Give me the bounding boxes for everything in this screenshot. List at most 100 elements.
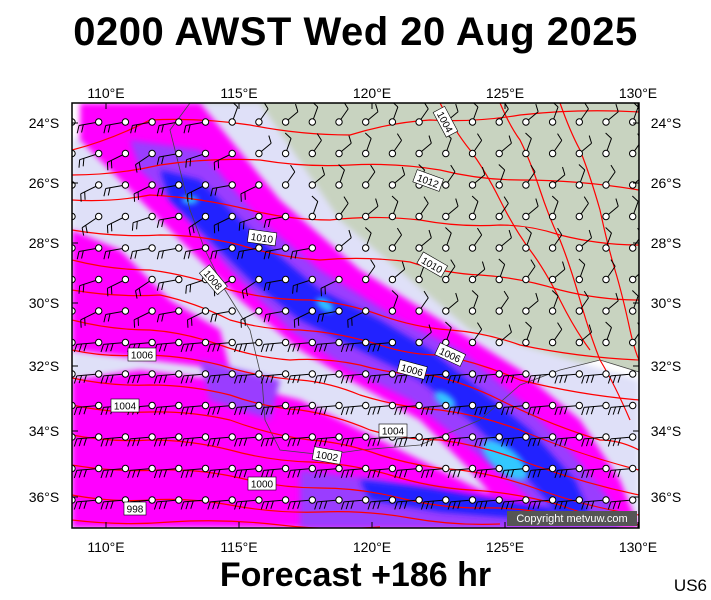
- wind-station: [474, 464, 503, 479]
- station-dot: [442, 496, 450, 504]
- station-dot: [442, 149, 450, 158]
- station-dot: [281, 464, 290, 473]
- wind-station: [156, 244, 183, 260]
- wind-station: [442, 164, 456, 189]
- wind-station: [317, 307, 343, 323]
- lat-label-left: 24°S: [29, 115, 60, 131]
- wind-station: [581, 496, 610, 510]
- wind-station: [394, 433, 423, 447]
- station-dot: [362, 433, 370, 441]
- station-dot: [335, 464, 343, 473]
- station-dot: [175, 464, 183, 473]
- lat-label-left: 30°S: [29, 295, 60, 311]
- station-dot: [415, 464, 423, 473]
- station-dot: [602, 433, 610, 441]
- station-dot: [228, 401, 236, 410]
- station-dot: [255, 338, 263, 347]
- wind-station: [388, 103, 399, 126]
- wind-station: [100, 370, 130, 384]
- wind-station: [255, 135, 272, 158]
- isobar-line: [72, 158, 639, 191]
- station-dot: [281, 118, 290, 126]
- station-dot: [602, 370, 610, 378]
- wind-station: [156, 307, 183, 323]
- wind-station: [468, 133, 483, 158]
- station-dot: [121, 149, 130, 158]
- station-dot: [308, 401, 316, 410]
- wind-station: [527, 433, 557, 447]
- station-dot: [442, 401, 450, 410]
- rain-blue: [160, 170, 590, 520]
- station-dot: [148, 244, 156, 252]
- wind-station: [153, 401, 183, 416]
- wind-station: [602, 227, 612, 252]
- axes: 110°E 115°E 120°E 125°E 130°E 110°E 115°…: [29, 85, 682, 555]
- station-dot: [148, 307, 156, 315]
- station-dot: [548, 212, 557, 221]
- wind-station: [468, 103, 479, 126]
- station-dot: [281, 149, 290, 158]
- wind-station: [73, 401, 103, 416]
- station-dot: [522, 370, 530, 378]
- wind-station: [629, 195, 639, 221]
- wind-station: [394, 496, 423, 510]
- station-dot: [175, 370, 183, 378]
- station-dot: [522, 338, 530, 347]
- station-dot: [629, 212, 637, 221]
- station-dot: [468, 181, 477, 189]
- wind-station: [287, 401, 316, 416]
- station-dot: [121, 464, 130, 473]
- wind-station: [207, 338, 236, 353]
- station-dot: [255, 433, 263, 441]
- station-dot: [629, 433, 637, 441]
- wind-station: [287, 433, 316, 447]
- station-dot: [468, 307, 477, 315]
- station-dot: [228, 370, 236, 378]
- wind-station: [290, 244, 316, 260]
- station-dot: [228, 181, 236, 189]
- wind-station: [260, 464, 290, 479]
- wind-station: [156, 149, 183, 165]
- station-dot: [175, 401, 183, 410]
- wind-station: [153, 370, 183, 384]
- station-dot: [468, 244, 477, 252]
- station-dot: [121, 212, 130, 221]
- wind-station: [127, 433, 156, 447]
- wind-station: [335, 229, 352, 252]
- isobar-label: 1004: [110, 398, 140, 413]
- lat-label-right: 28°S: [651, 235, 682, 251]
- station-dot: [629, 307, 637, 315]
- lon-label-top: 130°E: [619, 85, 657, 101]
- station-dot: [495, 118, 503, 126]
- lon-label-bottom: 110°E: [87, 539, 124, 555]
- station-dot: [95, 338, 103, 347]
- wind-station: [81, 212, 103, 236]
- wind-station: [420, 433, 450, 447]
- station-dot: [522, 433, 530, 441]
- station-dot: [255, 181, 263, 189]
- wind-station: [575, 103, 589, 126]
- station-dot: [308, 275, 316, 284]
- wind-station: [522, 259, 536, 284]
- wind-station: [447, 433, 477, 447]
- wind-station: [581, 464, 610, 479]
- station-dot: [175, 338, 183, 347]
- wind-station: [388, 290, 399, 315]
- wind-station: [210, 307, 236, 323]
- station-dot: [308, 464, 316, 473]
- station-dot: [308, 370, 316, 378]
- wind-station: [72, 401, 76, 410]
- wind-station: [180, 433, 210, 447]
- wind-station: [156, 118, 183, 134]
- station-dot: [468, 464, 477, 473]
- station-dot: [121, 307, 130, 315]
- station-dot: [95, 181, 103, 189]
- station-dot: [388, 275, 397, 284]
- wind-station: [183, 118, 210, 134]
- wind-station: [100, 464, 130, 479]
- station-dot: [522, 149, 530, 158]
- station-dot: [602, 244, 610, 252]
- station-dot: [575, 433, 583, 441]
- wind-station: [468, 322, 483, 347]
- wind-station: [394, 464, 423, 479]
